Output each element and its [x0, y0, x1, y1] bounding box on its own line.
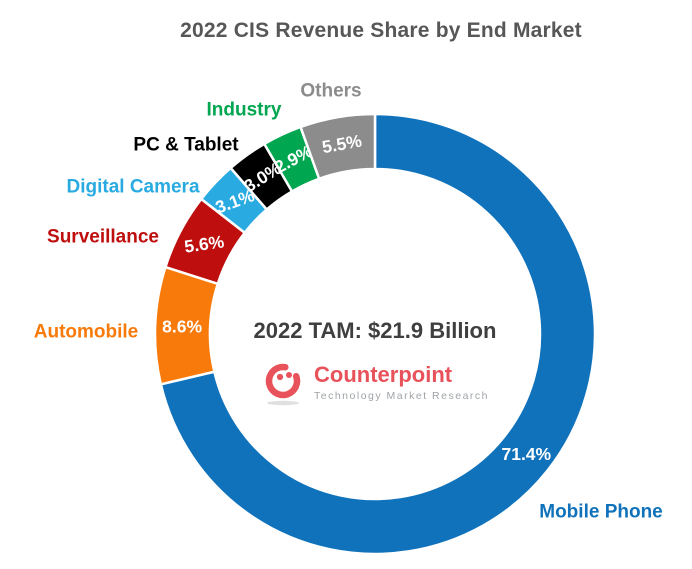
tam-annotation: 2022 TAM: $21.9 Billion	[253, 318, 497, 343]
category-label-mobile-phone: Mobile Phone	[539, 501, 663, 523]
category-label-industry: Industry	[206, 99, 282, 121]
category-label-others: Others	[300, 80, 362, 102]
category-label-surveillance: Surveillance	[47, 226, 159, 248]
segment-percent-mobile-phone: 71.4%	[501, 444, 551, 464]
donut-segment-mobile-phone	[159, 112, 597, 556]
counterpoint-logo-icon	[265, 363, 301, 406]
chart-title: 2022 CIS Revenue Share by End Market	[180, 19, 582, 42]
logo-name: Counterpoint	[314, 362, 453, 387]
donut-segment-others	[298, 112, 377, 181]
category-label-pc-tablet: PC & Tablet	[133, 134, 239, 156]
segment-percent-automobile: 8.6%	[162, 316, 202, 336]
category-label-digital-camera: Digital Camera	[66, 176, 200, 198]
logo-tagline: Technology Market Research	[314, 390, 489, 402]
category-label-automobile: Automobile	[33, 321, 139, 343]
counterpoint-logo: Counterpoint Technology Market Research	[261, 360, 489, 406]
counterpoint-logo-text: Counterpoint Technology Market Research	[314, 362, 489, 403]
